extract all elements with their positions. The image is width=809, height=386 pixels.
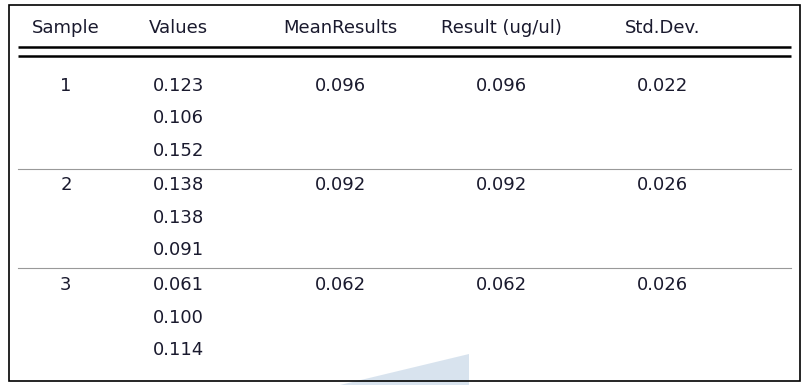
Text: 2: 2 [60, 176, 72, 194]
Text: 3: 3 [60, 276, 72, 294]
Text: 0.092: 0.092 [315, 176, 366, 194]
Text: 0.022: 0.022 [637, 77, 688, 95]
Text: 0.091: 0.091 [153, 242, 205, 259]
Text: 0.096: 0.096 [315, 77, 366, 95]
Text: Values: Values [149, 19, 209, 37]
Text: 0.062: 0.062 [476, 276, 527, 294]
Text: 1: 1 [60, 77, 71, 95]
Text: 0.106: 0.106 [153, 109, 204, 127]
Text: Std.Dev.: Std.Dev. [625, 19, 701, 37]
Text: 0.062: 0.062 [315, 276, 366, 294]
Text: 0.100: 0.100 [154, 308, 204, 327]
Polygon shape [340, 354, 469, 384]
Text: 0.026: 0.026 [637, 176, 688, 194]
Text: Result (ug/ul): Result (ug/ul) [441, 19, 561, 37]
Text: 0.026: 0.026 [637, 276, 688, 294]
Text: 0.061: 0.061 [153, 276, 204, 294]
Text: 0.092: 0.092 [476, 176, 527, 194]
Text: Sample: Sample [32, 19, 100, 37]
Text: 0.152: 0.152 [153, 142, 205, 160]
Text: 0.096: 0.096 [476, 77, 527, 95]
Text: 0.138: 0.138 [153, 176, 205, 194]
Text: MeanResults: MeanResults [283, 19, 397, 37]
Text: 0.123: 0.123 [153, 77, 205, 95]
Text: 0.138: 0.138 [153, 209, 205, 227]
Text: 0.114: 0.114 [153, 341, 205, 359]
